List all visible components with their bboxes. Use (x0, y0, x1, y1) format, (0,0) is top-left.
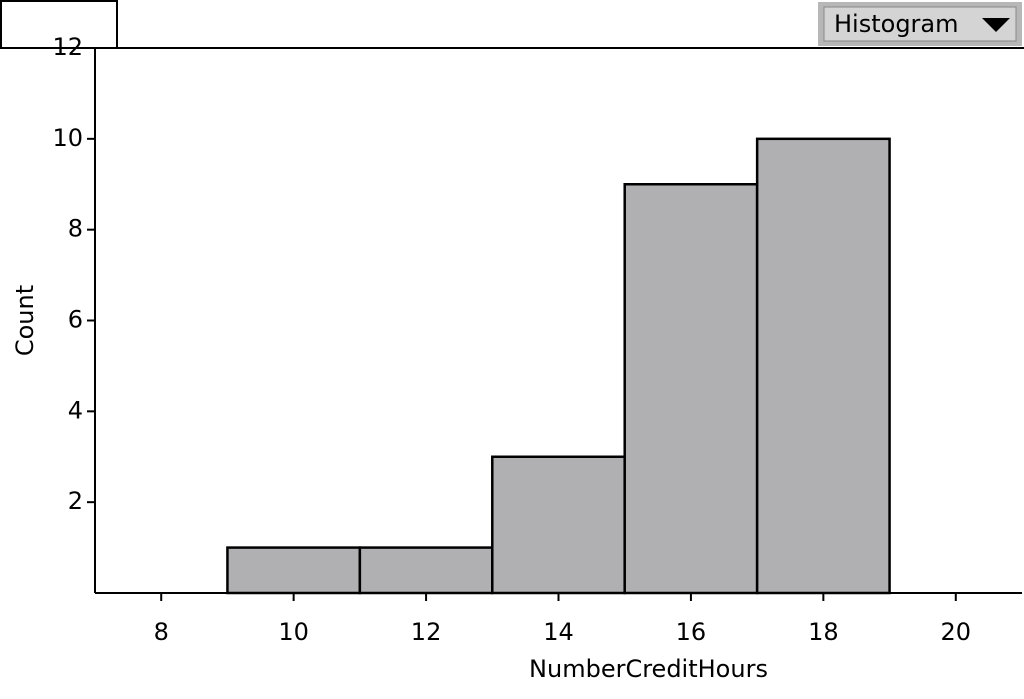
y-axis-label: Count (11, 285, 39, 356)
x-tick-label: 18 (808, 618, 839, 646)
y-tick-label: 8 (68, 215, 83, 243)
name-box[interactable] (0, 0, 118, 49)
x-axis-label: NumberCreditHours (529, 655, 768, 683)
x-tick-label: 12 (411, 618, 442, 646)
y-tick-label: 2 (68, 487, 83, 515)
x-tick-label: 20 (941, 618, 972, 646)
menu-arrow (982, 18, 1010, 32)
x-tick-label: 10 (278, 618, 309, 646)
x-tick-label: 8 (154, 618, 169, 646)
menu-label[interactable]: Histogram (834, 10, 959, 38)
y-tick-label: 4 (68, 396, 83, 424)
bar (755, 137, 891, 595)
x-tick-label: 16 (676, 618, 707, 646)
x-tick-label: 14 (543, 618, 574, 646)
bar (491, 455, 626, 595)
bar (226, 546, 362, 595)
y-tick-label: 10 (52, 124, 83, 152)
bar (623, 183, 759, 595)
bar (358, 546, 494, 595)
menu-face (823, 6, 1017, 42)
y-tick-label: 6 (68, 306, 83, 334)
